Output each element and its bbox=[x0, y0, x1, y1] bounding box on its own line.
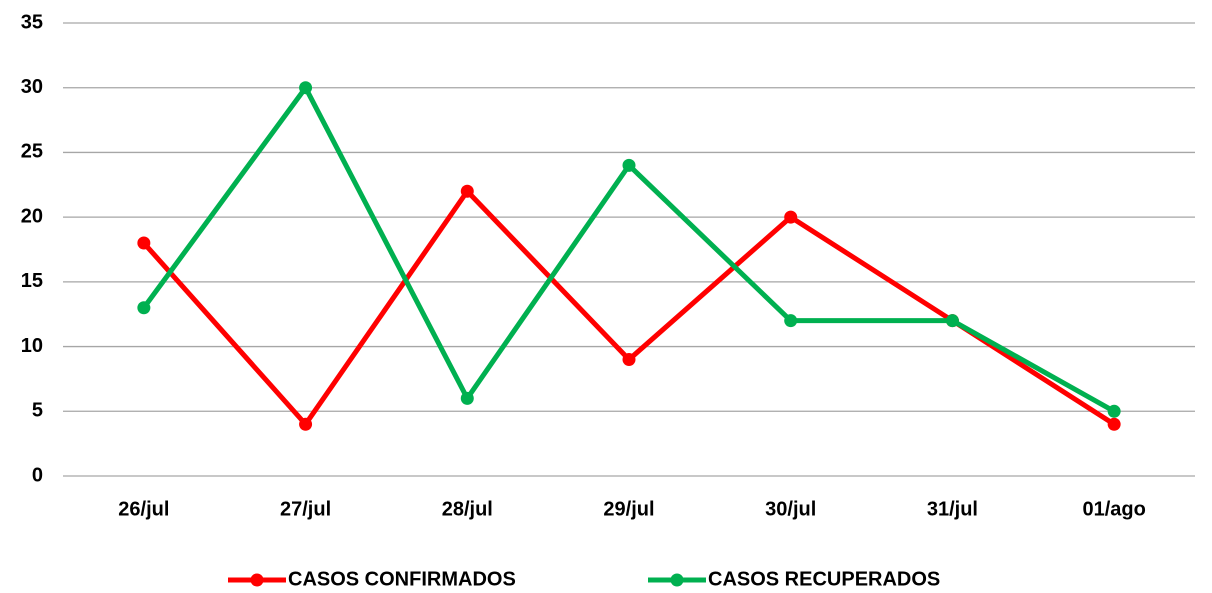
x-tick-label: 26/jul bbox=[118, 498, 169, 520]
data-point bbox=[945, 314, 959, 328]
data-point bbox=[299, 417, 313, 431]
x-tick-label: 28/jul bbox=[442, 498, 493, 520]
x-tick-label: 29/jul bbox=[603, 498, 654, 520]
data-point bbox=[1107, 417, 1121, 431]
data-point bbox=[460, 391, 474, 405]
x-tick-label: 01/ago bbox=[1082, 498, 1145, 520]
legend-label: CASOS RECUPERADOS bbox=[708, 568, 940, 590]
data-point bbox=[299, 81, 313, 95]
data-point bbox=[137, 301, 151, 315]
legend-label: CASOS CONFIRMADOS bbox=[288, 568, 516, 590]
data-point bbox=[784, 314, 798, 328]
x-tick-label: 31/jul bbox=[927, 498, 978, 520]
data-point bbox=[460, 184, 474, 198]
y-tick-label: 10 bbox=[21, 335, 43, 357]
y-tick-label: 30 bbox=[21, 76, 43, 98]
data-point bbox=[1107, 404, 1121, 418]
y-tick-label: 25 bbox=[21, 141, 43, 163]
legend-marker bbox=[250, 573, 264, 587]
y-tick-label: 5 bbox=[32, 400, 43, 422]
x-tick-label: 27/jul bbox=[280, 498, 331, 520]
legend-marker bbox=[670, 573, 684, 587]
data-point bbox=[784, 210, 798, 224]
data-point bbox=[137, 236, 151, 250]
y-tick-label: 20 bbox=[21, 205, 43, 227]
series-line bbox=[141, 188, 1116, 427]
data-point bbox=[622, 158, 636, 172]
x-tick-label: 30/jul bbox=[765, 498, 816, 520]
y-tick-label: 15 bbox=[21, 270, 43, 292]
y-tick-label: 35 bbox=[21, 11, 43, 33]
data-point bbox=[622, 353, 636, 367]
y-tick-label: 0 bbox=[32, 464, 43, 486]
